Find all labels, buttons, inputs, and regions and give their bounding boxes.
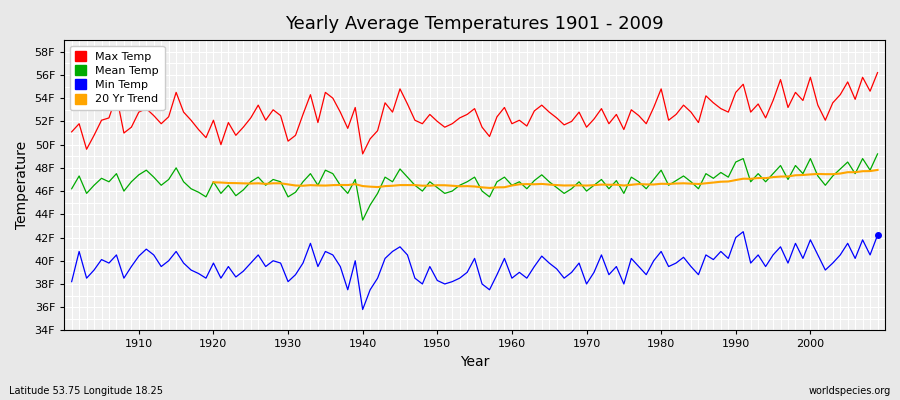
- Title: Yearly Average Temperatures 1901 - 2009: Yearly Average Temperatures 1901 - 2009: [285, 15, 664, 33]
- Text: worldspecies.org: worldspecies.org: [809, 386, 891, 396]
- Text: Latitude 53.75 Longitude 18.25: Latitude 53.75 Longitude 18.25: [9, 386, 163, 396]
- X-axis label: Year: Year: [460, 355, 490, 369]
- Y-axis label: Temperature: Temperature: [15, 141, 29, 229]
- Legend: Max Temp, Mean Temp, Min Temp, 20 Yr Trend: Max Temp, Mean Temp, Min Temp, 20 Yr Tre…: [70, 46, 165, 110]
